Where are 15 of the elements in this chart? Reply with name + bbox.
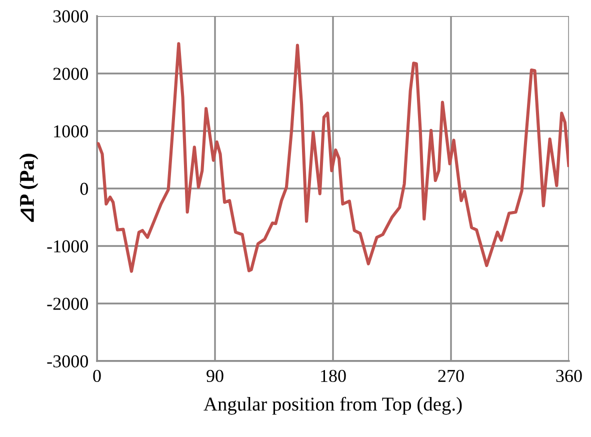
x-tick-label: 180: [321, 370, 346, 382]
y-tick-label: -1000: [47, 240, 88, 252]
x-tick-label: 0: [93, 370, 101, 382]
y-tick-label: -2000: [47, 298, 88, 310]
y-tick-label: 2000: [53, 68, 88, 80]
x-axis-title: Angular position from Top (deg.): [204, 396, 462, 415]
x-tick-label: 360: [556, 370, 582, 382]
x-tick-label: 90: [206, 370, 224, 382]
line-series: [97, 42, 569, 273]
y-axis-title: ⊿P (Pa): [19, 154, 38, 222]
y-tick-label: 3000: [53, 10, 88, 22]
y-tick-label: -3000: [47, 355, 88, 368]
y-tick-label: 0: [80, 182, 88, 195]
y-tick-label: 1000: [54, 125, 88, 138]
x-tick-label: 270: [438, 370, 464, 382]
